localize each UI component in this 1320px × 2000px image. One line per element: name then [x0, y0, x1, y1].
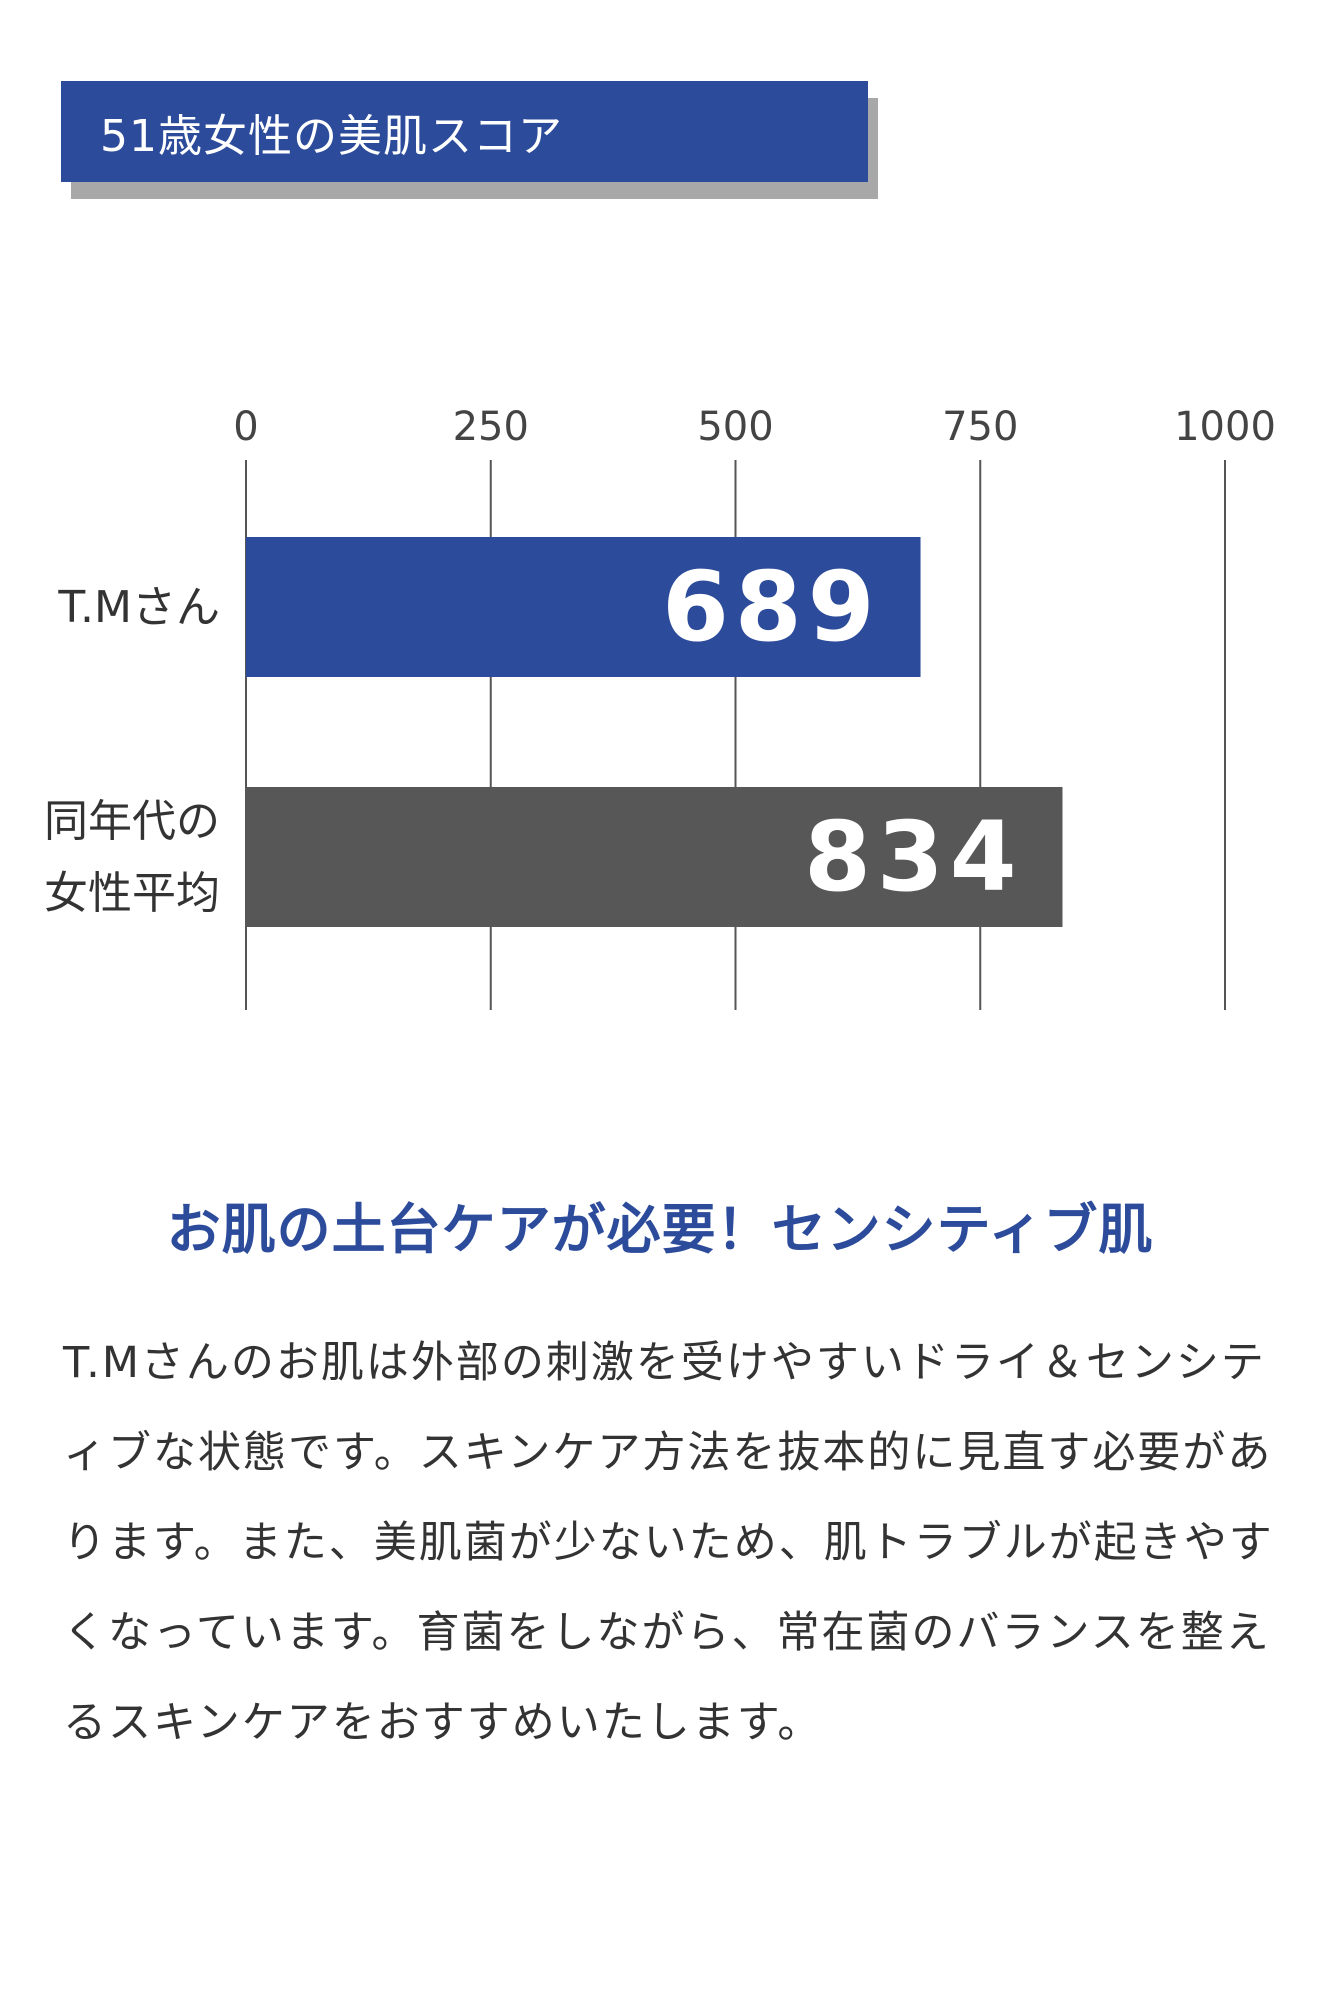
bar-value-label-2: 834	[804, 801, 1022, 913]
tick-label-750: 750	[942, 404, 1018, 450]
category-label-line: T.Mさん	[57, 582, 220, 633]
bar-value-label-1: 689	[662, 551, 880, 663]
bar-1	[246, 537, 921, 677]
tick-label-500: 500	[697, 404, 773, 450]
category-label-line: 同年代の	[44, 796, 220, 847]
score-bar-chart: 0 250 500 750 1000 689 T.Mさん 834 同年代の女性平均	[44, 404, 1276, 1010]
category-label-2: 同年代の女性平均	[44, 796, 220, 919]
result-description: T.Mさんのお肌は外部の刺激を受けやすいドライ＆センシティブな状態です。スキンケ…	[63, 1338, 1274, 1748]
section-banner: 51歳女性の美肌スコア	[61, 81, 868, 182]
banner-title: 51歳女性の美肌スコア	[100, 110, 563, 162]
tick-label-250: 250	[453, 404, 529, 450]
tick-label-0: 0	[233, 404, 258, 450]
result-headline: お肌の土台ケアが必要！センシティブ肌	[166, 1198, 1154, 1261]
category-label-line: 女性平均	[44, 868, 220, 919]
bar-2	[246, 787, 1063, 927]
category-label-1: T.Mさん	[57, 582, 220, 633]
tick-label-1000: 1000	[1174, 404, 1276, 450]
